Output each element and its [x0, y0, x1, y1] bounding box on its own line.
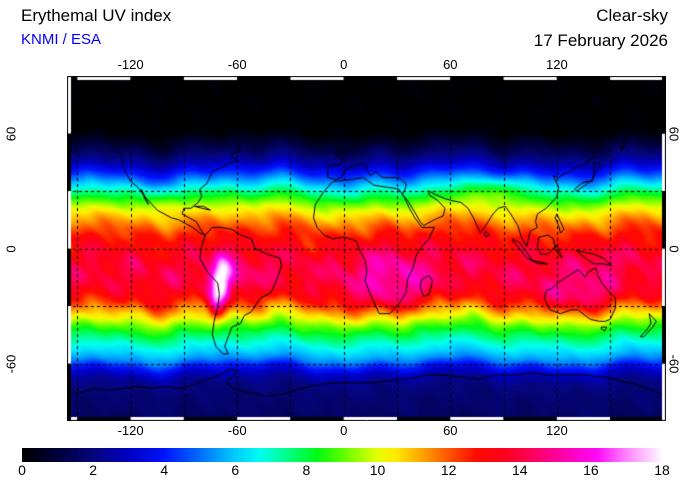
lon-tick-label-bottom: 60 [443, 423, 458, 438]
lon-tick-label-bottom: -60 [227, 423, 247, 438]
lon-tick-label-top: 0 [340, 57, 348, 72]
lon-tick-label-top: 60 [443, 57, 458, 72]
organization-label: KNMI / ESA [21, 31, 102, 48]
lat-tick-label-right: -60 [666, 354, 682, 373]
colorbar-tick-label: 0 [18, 462, 26, 478]
colorbar-tick-label: 10 [369, 462, 386, 478]
colorbar-tick-label: 4 [160, 462, 169, 478]
colorbar-tick-label: 16 [583, 462, 599, 478]
date-label: 17 February 2026 [533, 31, 668, 50]
colorbar-tick-label: 2 [89, 462, 98, 478]
lon-tick-label-top: -120 [117, 57, 144, 72]
lon-tick-label-top: 120 [546, 57, 568, 72]
lat-tick-label-left: 60 [3, 126, 19, 141]
uv-world-map [67, 76, 666, 421]
lat-tick-label-right: 0 [666, 244, 682, 253]
figure-title: Erythemal UV index [21, 6, 172, 25]
lat-tick-label-left: 0 [3, 244, 19, 253]
colorbar-tick-label: 12 [440, 462, 457, 478]
lon-tick-label-top: -60 [227, 57, 247, 72]
colorbar-tick-label: 18 [654, 462, 670, 478]
lon-tick-label-bottom: 120 [546, 423, 568, 438]
uv-index-colorbar [22, 448, 662, 462]
colorbar-tick-label: 8 [302, 462, 311, 478]
colorbar-tick-label: 6 [231, 462, 240, 478]
colorbar-tick-label: 14 [511, 462, 528, 478]
lon-tick-label-bottom: -120 [117, 423, 144, 438]
lat-tick-label-left: -60 [3, 354, 19, 373]
lat-tick-label-right: 60 [666, 126, 682, 141]
lon-tick-label-bottom: 0 [340, 423, 348, 438]
sky-condition-label: Clear-sky [596, 6, 668, 25]
